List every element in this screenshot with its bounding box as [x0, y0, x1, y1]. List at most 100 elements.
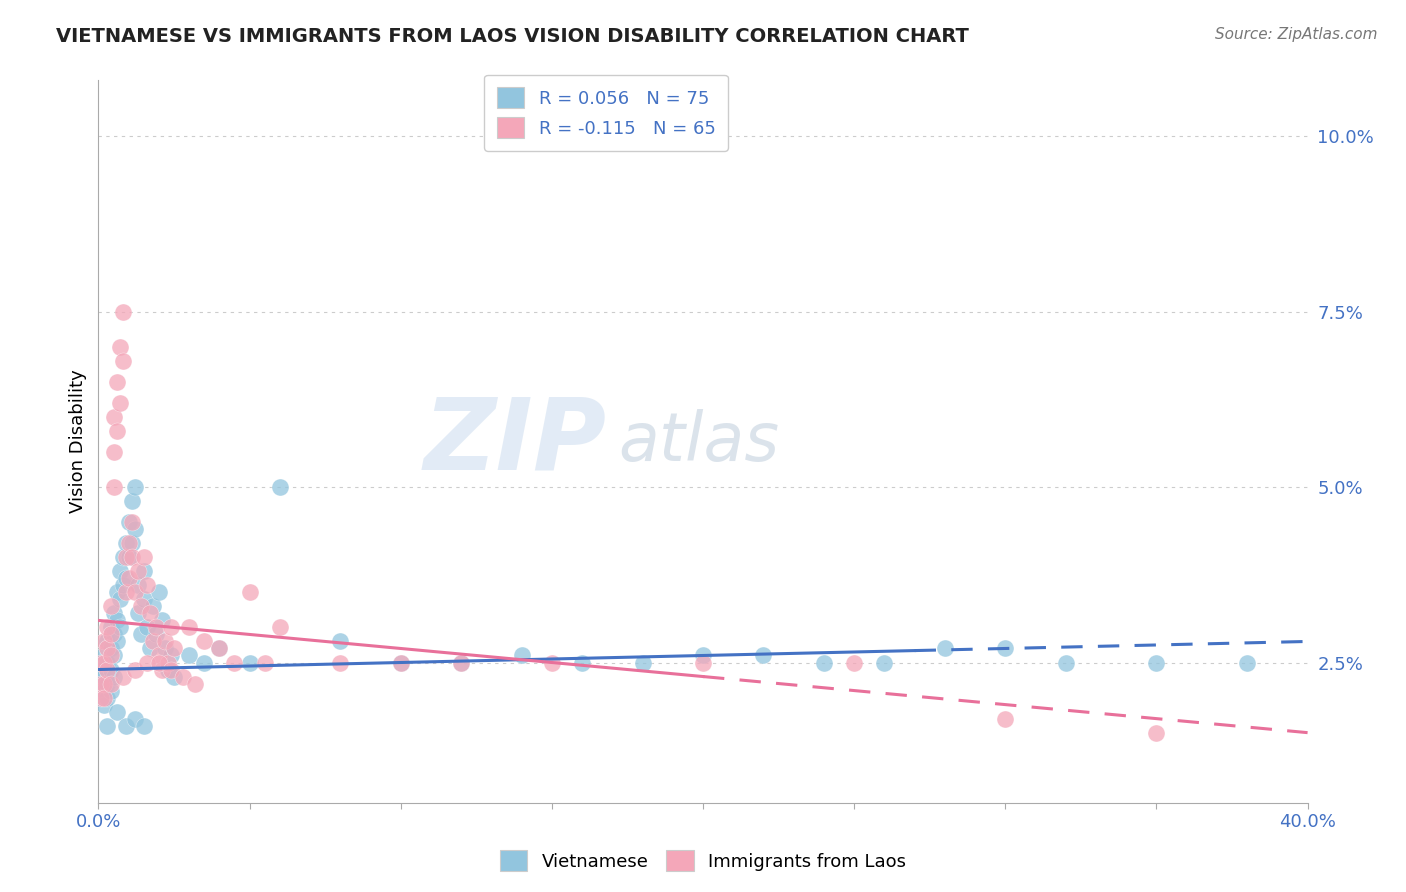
- Point: [208, 641, 231, 656]
- Point: [145, 620, 167, 634]
- Point: [114, 536, 136, 550]
- Point: [96, 620, 118, 634]
- Point: [100, 620, 122, 634]
- Point: [813, 656, 835, 670]
- Point: [90, 690, 112, 705]
- Point: [163, 641, 186, 656]
- Point: [450, 656, 472, 670]
- Point: [239, 656, 262, 670]
- Point: [100, 663, 122, 677]
- Point: [127, 564, 149, 578]
- Point: [100, 676, 122, 690]
- Point: [145, 627, 167, 641]
- Point: [96, 718, 118, 732]
- Point: [132, 564, 155, 578]
- Point: [114, 585, 136, 599]
- Point: [100, 641, 122, 656]
- Point: [1144, 725, 1167, 739]
- Point: [124, 522, 146, 536]
- Point: [111, 354, 134, 368]
- Point: [93, 669, 115, 683]
- Point: [100, 648, 122, 663]
- Point: [103, 607, 125, 621]
- Point: [96, 663, 118, 677]
- Point: [105, 375, 128, 389]
- Point: [208, 641, 231, 656]
- Point: [153, 634, 176, 648]
- Point: [118, 536, 141, 550]
- Point: [160, 648, 183, 663]
- Point: [148, 656, 170, 670]
- Point: [142, 634, 165, 648]
- Point: [90, 663, 112, 677]
- Point: [132, 550, 155, 565]
- Point: [103, 648, 125, 663]
- Point: [108, 396, 131, 410]
- Point: [93, 676, 115, 690]
- Point: [179, 620, 201, 634]
- Point: [450, 656, 472, 670]
- Point: [132, 718, 155, 732]
- Point: [108, 620, 131, 634]
- Point: [129, 599, 152, 614]
- Point: [100, 599, 122, 614]
- Point: [103, 627, 125, 641]
- Point: [540, 656, 562, 670]
- Point: [150, 663, 173, 677]
- Point: [108, 340, 131, 354]
- Point: [114, 550, 136, 565]
- Point: [172, 669, 194, 683]
- Point: [135, 620, 157, 634]
- Point: [752, 648, 775, 663]
- Point: [135, 578, 157, 592]
- Point: [103, 409, 125, 424]
- Point: [160, 620, 183, 634]
- Point: [114, 718, 136, 732]
- Point: [132, 592, 155, 607]
- Point: [571, 656, 593, 670]
- Point: [100, 683, 122, 698]
- Point: [103, 669, 125, 683]
- Point: [108, 592, 131, 607]
- Point: [96, 656, 118, 670]
- Point: [253, 656, 276, 670]
- Legend: Vietnamese, Immigrants from Laos: Vietnamese, Immigrants from Laos: [492, 843, 914, 879]
- Point: [105, 585, 128, 599]
- Point: [111, 305, 134, 319]
- Point: [179, 648, 201, 663]
- Point: [139, 607, 162, 621]
- Point: [184, 676, 207, 690]
- Point: [105, 614, 128, 628]
- Point: [103, 445, 125, 459]
- Point: [121, 515, 143, 529]
- Point: [108, 564, 131, 578]
- Point: [692, 656, 714, 670]
- Point: [121, 536, 143, 550]
- Point: [127, 607, 149, 621]
- Point: [329, 656, 352, 670]
- Point: [114, 571, 136, 585]
- Text: VIETNAMESE VS IMMIGRANTS FROM LAOS VISION DISABILITY CORRELATION CHART: VIETNAMESE VS IMMIGRANTS FROM LAOS VISIO…: [56, 27, 969, 45]
- Point: [118, 550, 141, 565]
- Legend: R = 0.056   N = 75, R = -0.115   N = 65: R = 0.056 N = 75, R = -0.115 N = 65: [485, 75, 728, 151]
- Point: [156, 656, 179, 670]
- Point: [103, 480, 125, 494]
- Point: [124, 663, 146, 677]
- Point: [1144, 656, 1167, 670]
- Point: [93, 698, 115, 712]
- Point: [90, 690, 112, 705]
- Point: [142, 599, 165, 614]
- Point: [156, 663, 179, 677]
- Point: [224, 656, 246, 670]
- Point: [160, 663, 183, 677]
- Point: [93, 656, 115, 670]
- Point: [93, 634, 115, 648]
- Point: [844, 656, 866, 670]
- Point: [1054, 656, 1077, 670]
- Point: [148, 585, 170, 599]
- Point: [139, 641, 162, 656]
- Point: [329, 634, 352, 648]
- Point: [111, 578, 134, 592]
- Point: [994, 712, 1017, 726]
- Point: [121, 550, 143, 565]
